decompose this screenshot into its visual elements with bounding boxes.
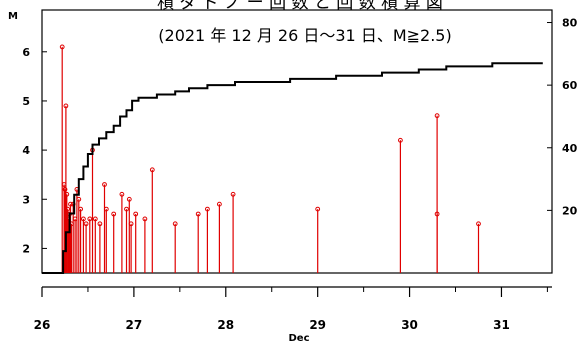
magnitude-point-38 xyxy=(434,113,440,119)
magnitude-point-27 xyxy=(128,221,134,227)
magnitude-point-34 xyxy=(217,201,222,207)
magnitude-point-22 xyxy=(103,206,109,212)
y-tick-label-left-3: 3 xyxy=(22,193,30,206)
magnitude-point-1 xyxy=(61,182,67,187)
magnitude-point-17 xyxy=(87,216,93,222)
y-tick-label-left-2: 2 xyxy=(22,242,30,255)
magnitude-points xyxy=(59,44,481,227)
magnitude-point-26 xyxy=(126,196,132,202)
x-tick-label-26: 26 xyxy=(34,318,51,332)
cumulative-count-line xyxy=(42,62,543,274)
x-tick-label-30: 30 xyxy=(401,318,418,332)
magnitude-point-31 xyxy=(172,221,178,227)
y-tick-label-right-20: 20 xyxy=(562,204,578,217)
magnitude-point-24 xyxy=(119,191,125,197)
magnitude-point-16 xyxy=(83,221,89,227)
x-tick-label-27: 27 xyxy=(126,318,143,332)
magnitude-point-2 xyxy=(62,187,68,192)
chart-subtitle: (2021 年 12 月 26 日～31 日、M≧2.5) xyxy=(158,26,451,45)
x-tick-label-28: 28 xyxy=(217,318,234,332)
magnitude-point-5 xyxy=(65,206,71,212)
plot-frame xyxy=(41,9,553,274)
magnitude-point-35 xyxy=(230,191,236,197)
y-tick-label-left-6: 6 xyxy=(22,46,30,59)
x-tick-label-29: 29 xyxy=(309,318,326,332)
magnitude-point-30 xyxy=(149,167,155,173)
magnitude-point-40 xyxy=(476,221,481,227)
y-tick-label-right-40: 40 xyxy=(562,142,578,155)
magnitude-point-11 xyxy=(72,216,78,222)
magnitude-point-37 xyxy=(398,137,403,143)
magnitude-point-23 xyxy=(111,211,117,217)
y-tick-label-left-5: 5 xyxy=(22,95,30,108)
magnitude-point-29 xyxy=(142,216,148,222)
y-tick-label-left-4: 4 xyxy=(22,144,30,157)
magnitude-point-13 xyxy=(76,196,82,202)
magnitude-point-19 xyxy=(92,216,98,222)
magnitude-point-14 xyxy=(78,206,83,212)
magnitude-point-36 xyxy=(315,206,321,212)
y-axis-right: 20 40 60 80 xyxy=(547,17,578,217)
magnitude-point-20 xyxy=(97,221,103,227)
magnitude-point-8 xyxy=(68,201,73,207)
magnitude-point-25 xyxy=(124,206,129,212)
magnitude-point-28 xyxy=(133,211,139,217)
y-tick-label-right-60: 60 xyxy=(562,79,578,92)
y-tick-label-right-80: 80 xyxy=(562,17,578,30)
magnitude-point-3 xyxy=(63,103,69,109)
x-axis: 26 27 28 29 30 31 xyxy=(34,286,552,332)
chart-title: 積 ダ ド ノ ー 回 数 と 回 数 積 算 図 xyxy=(157,0,443,13)
magnitude-point-0 xyxy=(59,44,65,50)
magnitude-point-15 xyxy=(81,216,86,222)
magnitude-point-39 xyxy=(434,211,440,217)
y-axis-left: 2 3 4 5 6 xyxy=(22,46,47,255)
x-tick-label-31: 31 xyxy=(493,318,510,332)
x-axis-label: Dec xyxy=(288,333,309,342)
magnitude-point-21 xyxy=(102,182,107,187)
titles: 積 ダ ド ノ ー 回 数 と 回 数 積 算 図 (2021 年 12 月 2… xyxy=(157,0,452,45)
magnitude-point-4 xyxy=(64,191,70,197)
magnitude-point-33 xyxy=(205,206,210,212)
y-axis-label: M xyxy=(8,11,18,22)
magnitude-point-32 xyxy=(195,211,201,217)
magnitude-stems xyxy=(61,46,480,273)
